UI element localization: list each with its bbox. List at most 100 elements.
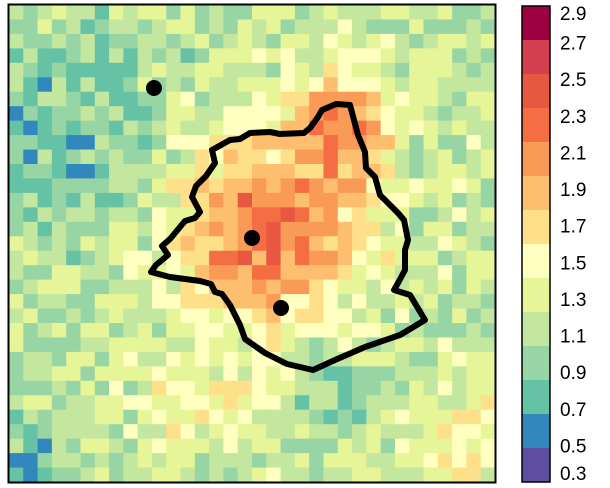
heat-cell [51, 164, 67, 180]
heat-cell [266, 323, 282, 339]
heat-cell [9, 221, 24, 237]
heat-cell [66, 250, 82, 266]
heat-cell [80, 48, 96, 64]
heat-cell [280, 164, 296, 180]
heat-cell [452, 106, 468, 122]
heat-cell [66, 308, 82, 324]
heat-cell [252, 308, 267, 324]
heat-cell [37, 453, 53, 469]
heat-cell [366, 77, 382, 93]
heat-cell [9, 351, 24, 367]
heat-cell [223, 149, 239, 165]
heat-cell [80, 250, 96, 266]
heat-cell [23, 380, 39, 396]
heat-cell [437, 120, 453, 136]
heat-cell [209, 337, 225, 353]
heat-cell [123, 279, 139, 295]
heat-cell [151, 380, 167, 396]
heat-cell [309, 164, 325, 180]
heat-cell [137, 5, 153, 21]
heat-cell [280, 192, 296, 208]
heat-cell [294, 5, 310, 21]
heat-cell [94, 236, 110, 252]
heat-cell [137, 323, 153, 339]
heat-cell [194, 351, 210, 367]
heat-cell [9, 366, 24, 382]
heat-cell [480, 164, 496, 180]
heat-cell [323, 120, 339, 136]
heat-cell [423, 409, 439, 425]
heat-cell [23, 323, 39, 339]
heat-cell [180, 62, 196, 78]
heat-cell [252, 438, 267, 454]
heat-cell [9, 62, 24, 78]
heat-cell [151, 337, 167, 353]
heat-cell [423, 467, 439, 483]
heat-cell [437, 91, 453, 107]
heat-cell [480, 91, 496, 107]
heat-cell [209, 265, 225, 281]
heat-cell [480, 62, 496, 78]
heat-cell [252, 366, 267, 382]
heat-cell [309, 91, 325, 107]
heat-cell [94, 337, 110, 353]
heat-cell [51, 438, 67, 454]
heat-cell [194, 395, 210, 411]
heat-cell [123, 106, 139, 122]
heat-cell [237, 48, 253, 64]
heat-cell [237, 149, 253, 165]
heat-cell [66, 135, 82, 151]
heat-cell [466, 236, 482, 252]
heat-cell [337, 308, 353, 324]
heat-cell [480, 351, 496, 367]
heat-cell [151, 366, 167, 382]
heat-cell [480, 453, 496, 469]
heat-cell [352, 62, 367, 78]
heat-cell [123, 453, 139, 469]
heat-cell [237, 178, 253, 194]
heat-cell [37, 77, 53, 93]
heat-cell [137, 106, 153, 122]
heat-cell [180, 366, 196, 382]
heat-cell [137, 135, 153, 151]
heat-cell [23, 279, 39, 295]
heat-cell [237, 467, 253, 483]
heat-cell [266, 62, 282, 78]
heat-cell [252, 5, 267, 21]
heat-cell [37, 351, 53, 367]
heat-cell [266, 409, 282, 425]
heat-cell [209, 192, 225, 208]
heat-cell [323, 5, 339, 21]
heat-cell [23, 337, 39, 353]
heat-cell [466, 294, 482, 310]
heat-cell [480, 77, 496, 93]
heat-cell [309, 207, 325, 223]
heat-cell [51, 106, 67, 122]
heat-cell [94, 48, 110, 64]
heat-cell [452, 19, 468, 35]
heat-cell [223, 323, 239, 339]
heat-cell [394, 337, 410, 353]
heat-cell [94, 106, 110, 122]
heat-cell [51, 467, 67, 483]
heat-cell [423, 265, 439, 281]
heat-cell [437, 19, 453, 35]
heat-cell [266, 19, 282, 35]
heat-cell [94, 453, 110, 469]
heat-cell [252, 62, 267, 78]
heat-cell [66, 120, 82, 136]
heat-cell [194, 265, 210, 281]
heat-cell [223, 164, 239, 180]
heat-cell [394, 453, 410, 469]
heat-cell [51, 19, 67, 35]
heat-cell [37, 308, 53, 324]
heat-cell [9, 265, 24, 281]
heat-cell [23, 265, 39, 281]
heat-cell [252, 48, 267, 64]
heat-cell [66, 33, 82, 49]
heat-cell [123, 48, 139, 64]
heat-cell [51, 279, 67, 295]
heat-cell [380, 135, 396, 151]
heat-cell [51, 192, 67, 208]
heat-cell [180, 120, 196, 136]
